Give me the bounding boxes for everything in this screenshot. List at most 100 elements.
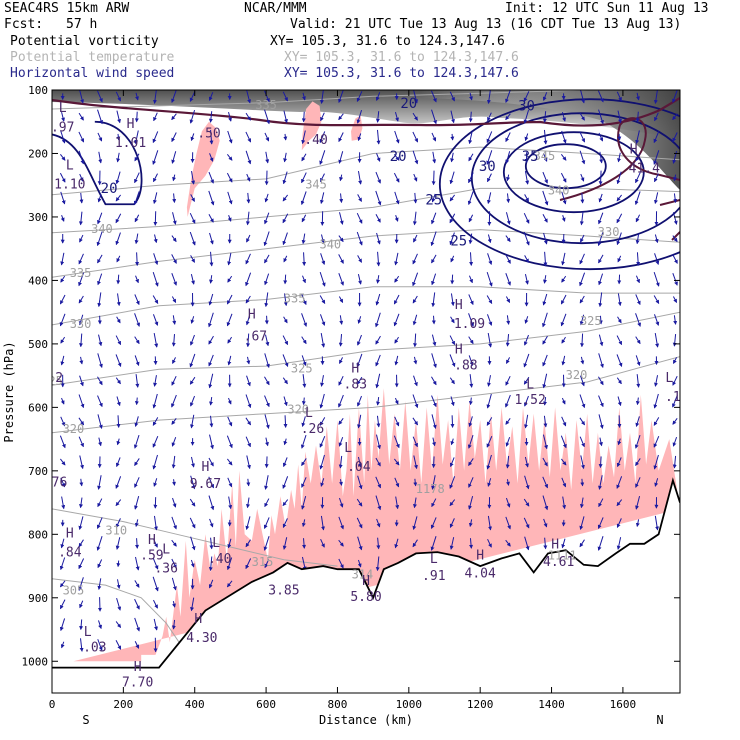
wind-vector (283, 274, 288, 285)
wind-vector (579, 314, 585, 326)
theta-label: 330 (70, 317, 92, 331)
wind-vector (653, 271, 660, 287)
wind-vector (653, 454, 659, 470)
wind-vector (524, 456, 529, 468)
wind-vector (506, 193, 511, 204)
wind-vector (487, 112, 492, 122)
wind-vector (412, 150, 419, 165)
wind-vector (208, 556, 213, 572)
wind-vector (523, 91, 530, 102)
wind-contour-2 (470, 112, 680, 245)
wind-vector (97, 273, 103, 286)
wind-vector (523, 376, 530, 385)
wind-vector (598, 315, 603, 325)
wind-vector (97, 292, 102, 308)
wind-vector (60, 538, 65, 549)
wind-vector (561, 416, 567, 427)
wind-vector (134, 153, 140, 162)
wind-vector (245, 417, 252, 426)
pv-mark: L (212, 536, 220, 551)
wind-vector (209, 251, 214, 267)
wind-vector (190, 475, 196, 490)
wind-vector (245, 436, 251, 448)
pv-mark: H (351, 361, 359, 376)
wind-vector (431, 132, 437, 142)
wind-vector (579, 272, 586, 287)
wind-vector (580, 478, 585, 487)
wind-vector (394, 538, 399, 549)
wind-vector (338, 497, 344, 508)
wind-vector (486, 150, 493, 165)
wind-vector (580, 455, 585, 470)
wind-vector (116, 293, 121, 307)
wind-vector (283, 110, 288, 124)
wind-vector (394, 416, 400, 427)
wind-vector (579, 436, 585, 448)
wind-vector (654, 333, 660, 348)
wind-vector (171, 90, 177, 103)
wind-vector (339, 212, 344, 225)
wind-vector (597, 231, 604, 247)
theta-line-1 (52, 146, 680, 196)
wind-vector (616, 335, 623, 346)
wind-vector (653, 150, 660, 165)
wind-vector (283, 255, 288, 263)
wind-vector (152, 454, 158, 470)
wind-vector (635, 111, 640, 123)
wind-vector (672, 235, 678, 243)
wind-vector (227, 336, 233, 344)
wind-vector (449, 232, 455, 246)
y-tick-label: 100 (28, 84, 48, 97)
wind-vector (579, 516, 585, 531)
wind-vector (189, 213, 196, 224)
pv-mark: H (455, 298, 463, 313)
south-end-label: S (82, 713, 89, 727)
wind-vector (245, 253, 251, 265)
wind-vector (208, 92, 214, 101)
wind-vector (79, 333, 84, 348)
wind-vector (208, 111, 213, 123)
wind-vector (171, 516, 177, 530)
wind-vector (115, 232, 121, 246)
wind-vector (264, 376, 270, 386)
wind-vector (616, 476, 623, 489)
wind-vector (59, 599, 66, 610)
wind-vector (505, 539, 511, 547)
wind-vector (376, 129, 381, 145)
wind-vector (227, 191, 233, 205)
wind-vector (542, 171, 548, 184)
wind-vector (320, 112, 325, 122)
wind-vector (449, 335, 456, 346)
wind-vector (226, 172, 233, 183)
wind-vector (672, 375, 678, 386)
wind-vector (505, 516, 511, 530)
wind-vector (672, 212, 678, 225)
wind-vector (116, 415, 121, 428)
wind-vector (672, 113, 678, 121)
wind-vector (97, 90, 103, 103)
wind-vector (505, 90, 511, 103)
wind-vector (356, 517, 363, 529)
wind-vector (561, 275, 567, 283)
wind-vector (505, 254, 511, 264)
wind-vector (376, 275, 380, 284)
wind-vector (245, 558, 252, 570)
wind-vector (560, 153, 567, 161)
wind-vector (561, 252, 566, 266)
theta-label: 340 (548, 184, 570, 198)
wind-vector (357, 536, 363, 551)
wind-vector (79, 600, 84, 609)
wind-vector (524, 194, 529, 202)
wind-vector (190, 456, 195, 468)
wind-vector (413, 375, 418, 387)
wind-vector (375, 190, 382, 206)
wind-vector (78, 417, 85, 426)
pv-mark: H (127, 117, 135, 132)
wind-vector (413, 455, 418, 470)
x-tick-label: 1200 (467, 698, 494, 711)
wind-vector (189, 91, 196, 102)
wind-vector (431, 254, 437, 264)
wind-vector (319, 393, 325, 409)
wind-vector (505, 132, 511, 143)
wind-vector (468, 336, 474, 345)
